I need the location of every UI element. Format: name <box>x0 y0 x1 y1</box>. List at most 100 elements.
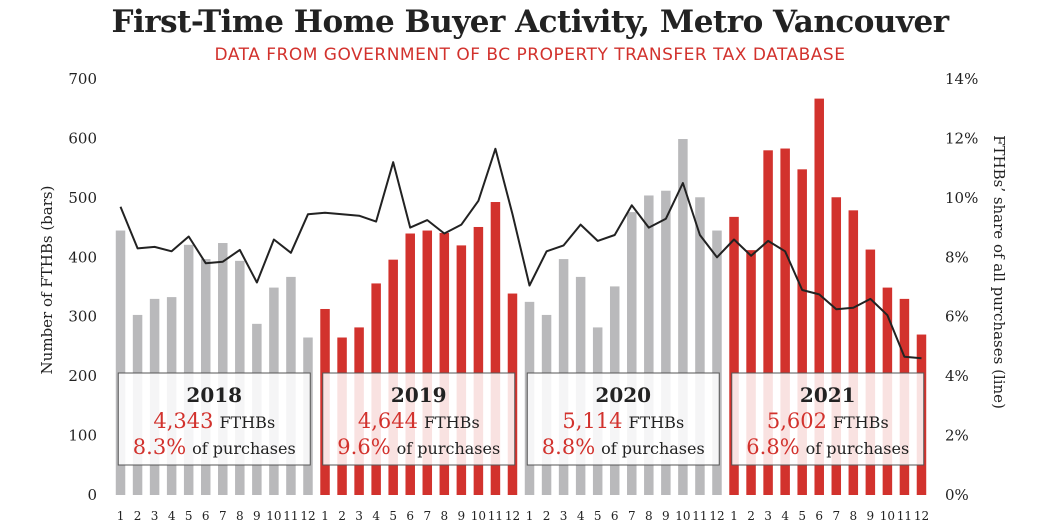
year-box-total-value: 4,644 <box>358 409 418 433</box>
month-tick-label: 2 <box>747 509 755 523</box>
month-tick-label: 11 <box>692 509 707 523</box>
y-tick-label: 200 <box>68 367 97 385</box>
month-tick-label: 9 <box>253 509 261 523</box>
year-box-share: 8.8% of purchases <box>542 435 705 459</box>
year-box-total: 4,343 FTHBs <box>153 409 275 433</box>
year-box-frame <box>117 372 311 466</box>
y2-tick-label: 14% <box>945 70 978 88</box>
y-tick-label: 0 <box>87 486 97 504</box>
year-box-total: 4,644 FTHBs <box>358 409 480 433</box>
bar-2021-4 <box>780 148 790 495</box>
month-tick-label: 9 <box>458 509 466 523</box>
bar-2020-9 <box>661 190 671 495</box>
year-box-share-suffix: of purchases <box>806 439 910 458</box>
year-box-frame <box>731 372 925 466</box>
month-tick-label: 3 <box>355 509 363 523</box>
month-tick-label: 1 <box>321 509 329 523</box>
year-box-total-suffix: FTHBs <box>628 413 684 432</box>
year-box-total-value: 5,602 <box>767 409 827 433</box>
month-tick-label: 8 <box>645 509 653 523</box>
month-tick-label: 6 <box>815 509 823 523</box>
month-tick-label: 6 <box>611 509 619 523</box>
month-tick-label: 4 <box>577 509 585 523</box>
month-tick-label: 5 <box>594 509 602 523</box>
month-tick-label: 2 <box>338 509 346 523</box>
year-box-total-suffix: FTHBs <box>833 413 889 432</box>
month-tick-label: 10 <box>471 509 486 523</box>
bar-2019-9 <box>456 245 467 495</box>
bar-2020-8 <box>644 195 654 496</box>
y2-tick-label: 6% <box>945 308 969 326</box>
y2-tick-label: 8% <box>945 248 969 266</box>
month-tick-label: 12 <box>300 509 315 523</box>
y-tick-label: 500 <box>68 189 97 207</box>
month-tick-label: 2 <box>134 509 142 523</box>
year-box-share-suffix: of purchases <box>601 439 705 458</box>
year-box-share-suffix: of purchases <box>192 439 296 458</box>
year-box-total-suffix: FTHBs <box>424 413 480 432</box>
month-tick-label: 5 <box>185 509 193 523</box>
y2-tick-label: 2% <box>945 427 969 445</box>
month-tick-label: 10 <box>266 509 281 523</box>
year-box-year: 2019 <box>391 383 447 407</box>
month-tick-label: 10 <box>880 509 895 523</box>
y2-tick-label: 10% <box>945 189 978 207</box>
year-box-share: 9.6% of purchases <box>337 435 500 459</box>
bar-2020-7 <box>627 212 637 495</box>
month-tick-label: 6 <box>406 509 414 523</box>
bar-2019-10 <box>473 226 484 495</box>
bar-2019-6 <box>405 233 415 495</box>
month-tick-label: 12 <box>914 509 929 523</box>
share-line <box>119 147 922 360</box>
month-tick-label: 11 <box>897 509 912 523</box>
bar-2021-5 <box>797 169 807 495</box>
year-box-year: 2020 <box>595 383 651 407</box>
bar-2021-8 <box>848 210 859 495</box>
year-box-frame <box>526 372 720 466</box>
bar-2018-1 <box>115 230 126 496</box>
y-axis-right: 0% 2% 4% 6% 8% 10% 12% 14% <box>945 70 978 504</box>
month-tick-label: 4 <box>372 509 380 523</box>
year-box-share: 8.3% of purchases <box>133 435 296 459</box>
year-box-share: 6.8% of purchases <box>746 435 909 459</box>
month-tick-label: 11 <box>488 509 503 523</box>
year-box-total-suffix: FTHBs <box>219 413 275 432</box>
month-tick-label: 7 <box>832 509 840 523</box>
year-box-share-suffix: of purchases <box>397 439 501 458</box>
month-tick-label: 8 <box>236 509 244 523</box>
y-axis-left: 0 100 200 300 400 500 600 700 <box>68 70 97 504</box>
bar-2019-8 <box>439 232 450 496</box>
y2-tick-label: 4% <box>945 367 969 385</box>
year-box-total-value: 5,114 <box>562 409 622 433</box>
share-line-layer <box>119 147 922 360</box>
chart-title: First-Time Home Buyer Activity, Metro Va… <box>111 4 949 40</box>
year-box-year: 2021 <box>800 383 856 407</box>
year-box-total: 5,114 FTHBs <box>562 409 684 433</box>
bar-2021-9 <box>865 249 876 495</box>
month-tick-label: 8 <box>849 509 857 523</box>
month-tick-label: 6 <box>202 509 210 523</box>
month-tick-label: 11 <box>283 509 298 523</box>
month-tick-label: 3 <box>151 509 159 523</box>
month-tick-label: 9 <box>662 509 670 523</box>
bar-2021-6 <box>814 98 824 496</box>
month-tick-label: 3 <box>560 509 568 523</box>
year-box-total: 5,602 FTHBs <box>767 409 889 433</box>
month-tick-label: 8 <box>440 509 448 523</box>
y-tick-label: 700 <box>68 70 97 88</box>
y2-axis-label: FTHBs’ share of all purchases (line) <box>990 135 1008 409</box>
month-tick-label: 4 <box>168 509 176 523</box>
month-tick-label: 7 <box>219 509 227 523</box>
y-tick-label: 600 <box>68 129 97 147</box>
y2-tick-label: 12% <box>945 129 978 147</box>
month-tick-label: 2 <box>543 509 551 523</box>
y-tick-label: 100 <box>68 427 97 445</box>
year-box-share-value: 6.8% <box>746 435 799 459</box>
month-tick-label: 7 <box>423 509 431 523</box>
